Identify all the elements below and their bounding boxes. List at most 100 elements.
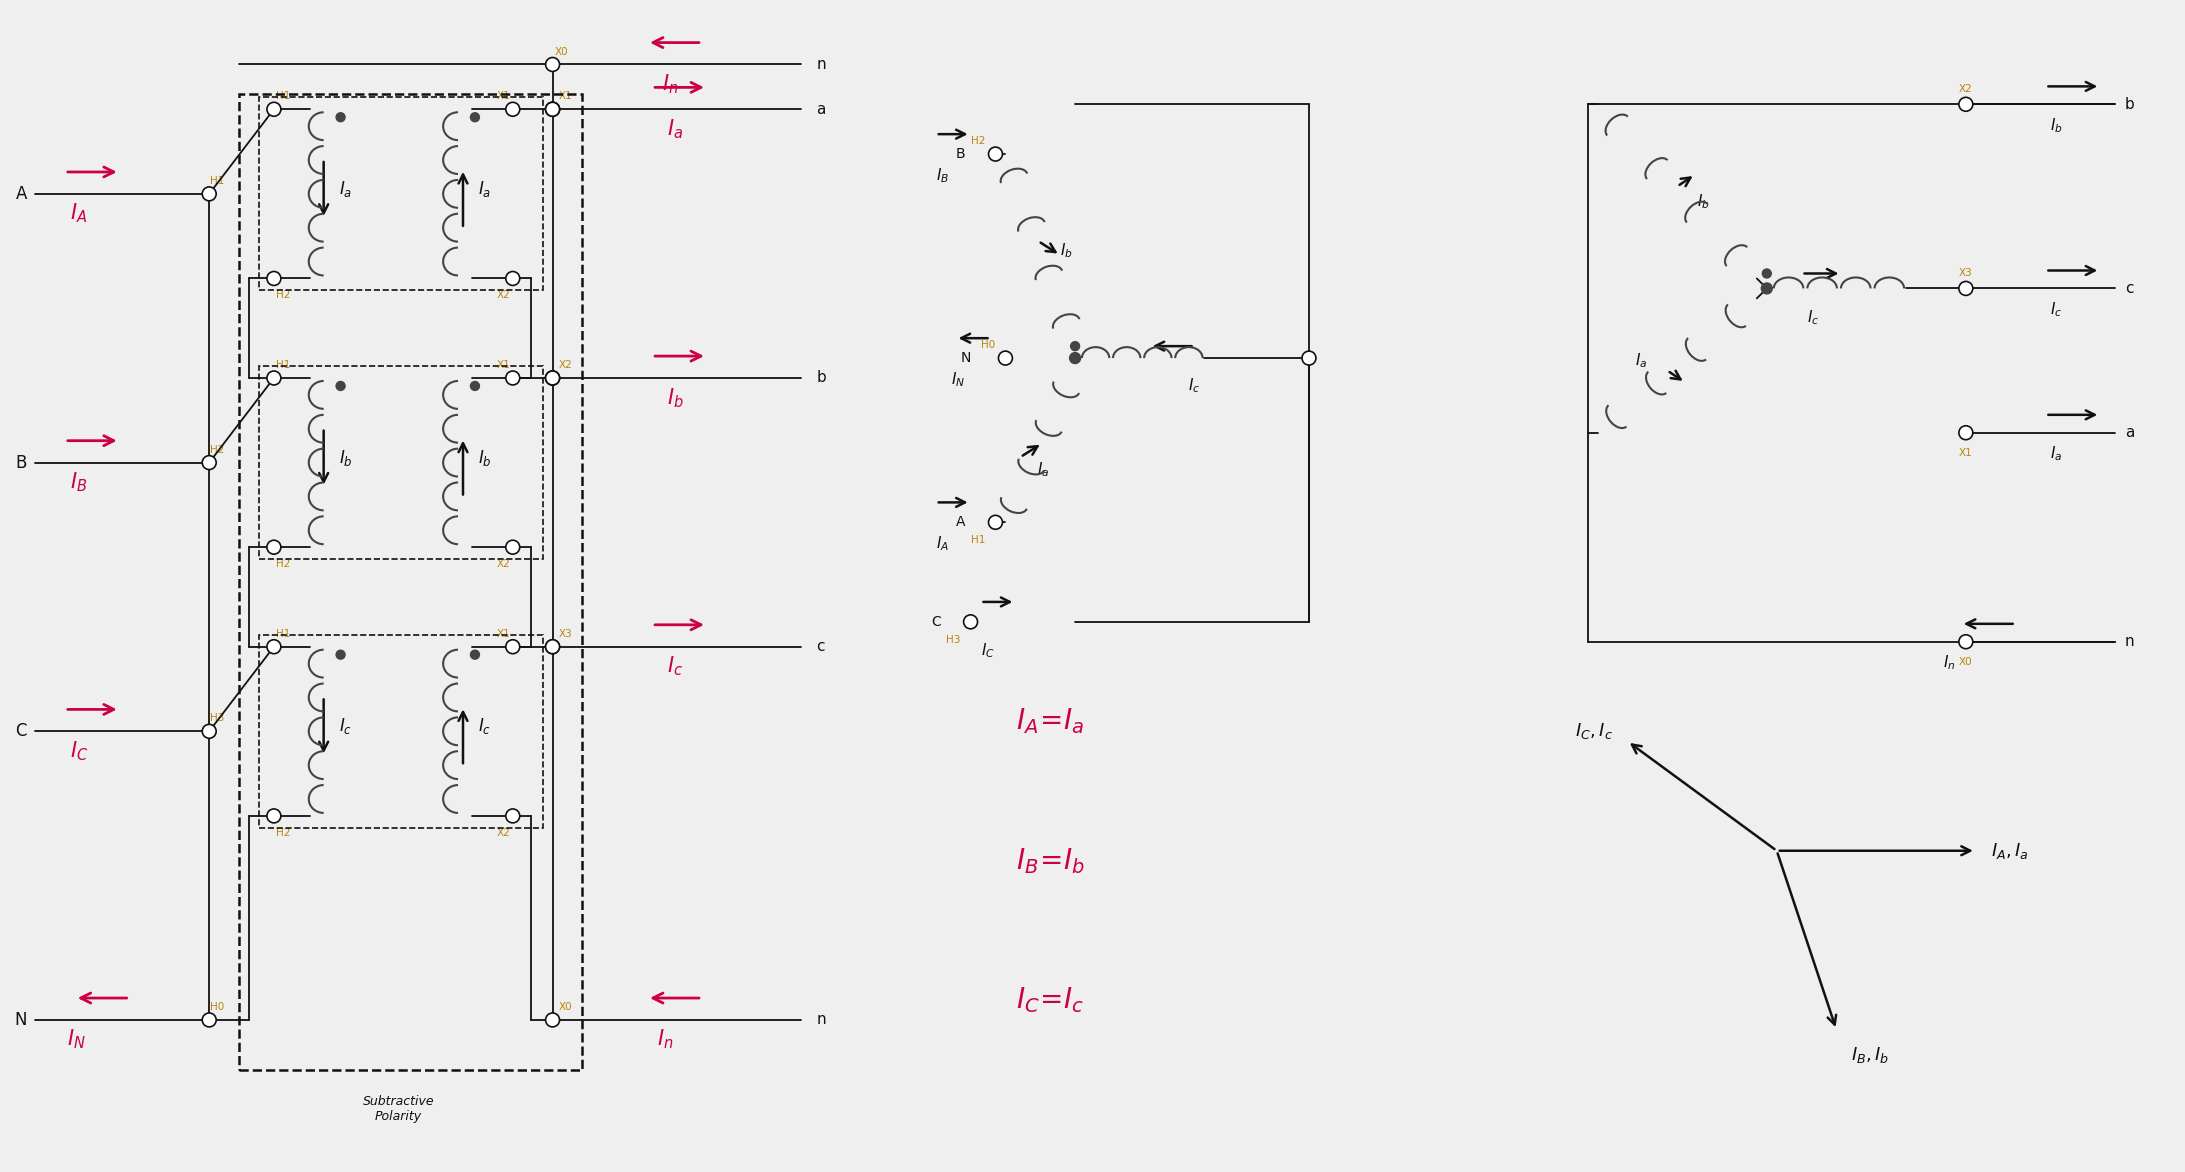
- Text: a: a: [2126, 425, 2135, 441]
- Circle shape: [267, 372, 282, 384]
- Circle shape: [546, 372, 559, 384]
- Text: $I_{c}$: $I_{c}$: [2050, 300, 2063, 319]
- Text: $I_a$: $I_a$: [1634, 352, 1647, 370]
- Text: $I_C,I_c$: $I_C,I_c$: [1575, 721, 1613, 742]
- Circle shape: [505, 372, 520, 384]
- Text: $I_{n}$: $I_{n}$: [1942, 654, 1956, 673]
- Circle shape: [964, 615, 977, 629]
- Text: $I_{a}$: $I_{a}$: [2050, 444, 2063, 463]
- Text: $I_A$: $I_A$: [935, 534, 948, 553]
- Text: $I_B,I_b$: $I_B,I_b$: [1851, 1044, 1890, 1065]
- Text: H2: H2: [275, 291, 291, 300]
- Bar: [260, 366, 542, 559]
- Text: $I_n$: $I_n$: [658, 1028, 673, 1051]
- Text: n: n: [817, 1013, 826, 1028]
- Circle shape: [546, 102, 559, 116]
- Circle shape: [203, 186, 216, 200]
- Text: X2: X2: [1960, 84, 1973, 95]
- Circle shape: [1302, 352, 1315, 364]
- Circle shape: [1763, 270, 1772, 278]
- Text: $I_C\!=\!I_c$: $I_C\!=\!I_c$: [1016, 986, 1084, 1015]
- Circle shape: [203, 724, 216, 738]
- Text: $I_a$: $I_a$: [666, 117, 684, 141]
- Circle shape: [988, 516, 1003, 530]
- Circle shape: [267, 809, 282, 823]
- Text: X1: X1: [496, 91, 511, 101]
- Text: H2: H2: [275, 559, 291, 570]
- Text: b: b: [817, 370, 826, 386]
- Circle shape: [203, 1013, 216, 1027]
- Text: Subtractive
Polarity: Subtractive Polarity: [363, 1095, 435, 1123]
- Text: X0: X0: [559, 1002, 572, 1011]
- Text: $I_N$: $I_N$: [950, 370, 966, 389]
- Text: H3: H3: [210, 714, 225, 723]
- Text: H2: H2: [970, 136, 985, 146]
- Text: A: A: [15, 185, 26, 203]
- Circle shape: [1071, 342, 1079, 350]
- Circle shape: [546, 57, 559, 71]
- Circle shape: [505, 540, 520, 554]
- Text: $I_{b}$: $I_{b}$: [339, 448, 352, 468]
- Bar: [238, 94, 583, 1070]
- Text: H1: H1: [275, 628, 291, 639]
- Text: H2: H2: [210, 444, 225, 455]
- Text: X2: X2: [496, 291, 511, 300]
- Text: H0: H0: [210, 1002, 225, 1011]
- Circle shape: [267, 640, 282, 654]
- Text: X0: X0: [555, 47, 568, 56]
- Text: X2: X2: [496, 827, 511, 838]
- Text: $I_{B}$: $I_{B}$: [70, 470, 87, 495]
- Circle shape: [546, 372, 559, 384]
- Text: $I_{c}$: $I_{c}$: [339, 716, 352, 736]
- Circle shape: [546, 102, 559, 116]
- Circle shape: [203, 456, 216, 470]
- Text: X2: X2: [559, 360, 572, 370]
- Text: $I_B\!=\!I_b$: $I_B\!=\!I_b$: [1016, 846, 1084, 875]
- Text: $I_b$: $I_b$: [1060, 241, 1073, 260]
- Text: $I_c$: $I_c$: [1807, 308, 1818, 327]
- Circle shape: [988, 148, 1003, 161]
- Text: c: c: [2126, 281, 2133, 295]
- Text: X1: X1: [496, 628, 511, 639]
- Text: X3: X3: [559, 628, 572, 639]
- Text: $I_b$: $I_b$: [666, 386, 684, 409]
- Text: B: B: [15, 454, 26, 471]
- Text: $I_a$: $I_a$: [1038, 461, 1049, 479]
- Circle shape: [505, 272, 520, 286]
- Text: $I_c$: $I_c$: [1189, 376, 1200, 395]
- Text: $I_{a}$: $I_{a}$: [479, 179, 492, 199]
- Circle shape: [505, 809, 520, 823]
- Text: b: b: [2126, 97, 2135, 111]
- Circle shape: [336, 650, 345, 659]
- Text: $I_{C}$: $I_{C}$: [70, 740, 87, 763]
- Text: C: C: [15, 722, 26, 741]
- Text: $I_B$: $I_B$: [935, 166, 948, 185]
- Text: X0: X0: [1960, 656, 1973, 667]
- Text: A: A: [957, 516, 966, 530]
- Circle shape: [505, 640, 520, 654]
- Text: $I_{b}$: $I_{b}$: [2050, 116, 2063, 135]
- Text: H0: H0: [981, 340, 996, 350]
- Circle shape: [546, 640, 559, 654]
- Text: C: C: [931, 615, 942, 629]
- Text: $I_A,I_a$: $I_A,I_a$: [1991, 840, 2028, 860]
- Text: H1: H1: [275, 360, 291, 370]
- Circle shape: [336, 381, 345, 390]
- Text: $I_{b}$: $I_{b}$: [479, 448, 492, 468]
- Text: a: a: [817, 102, 826, 117]
- Circle shape: [267, 102, 282, 116]
- Text: X2: X2: [496, 559, 511, 570]
- Circle shape: [1960, 97, 1973, 111]
- Text: X1: X1: [1960, 448, 1973, 457]
- Text: H1: H1: [970, 536, 985, 545]
- Circle shape: [470, 381, 479, 390]
- Text: X3: X3: [1960, 268, 1973, 279]
- Circle shape: [336, 113, 345, 122]
- Text: n: n: [2126, 634, 2135, 649]
- Text: $I_C$: $I_C$: [981, 642, 994, 661]
- Text: $I_c$: $I_c$: [666, 655, 684, 679]
- Circle shape: [1761, 282, 1772, 294]
- Circle shape: [1960, 281, 1973, 295]
- Text: N: N: [959, 352, 970, 366]
- Text: $I_{A}$: $I_{A}$: [70, 202, 87, 225]
